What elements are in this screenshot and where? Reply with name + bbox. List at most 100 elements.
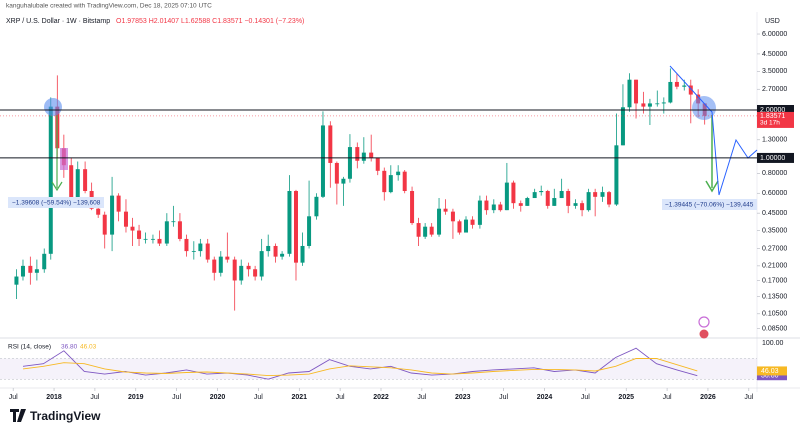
- candle-body: [253, 269, 258, 277]
- candle-body: [259, 251, 264, 277]
- candle-body: [300, 245, 305, 263]
- candle-body: [655, 103, 660, 105]
- author-line: kanguhalubale created with TradingView.c…: [6, 3, 212, 10]
- candle-body: [593, 192, 598, 197]
- candle-body: [314, 196, 319, 217]
- x-tick-label: 2020: [210, 394, 226, 401]
- x-tick-label: Jul: [90, 394, 99, 401]
- candle-body: [232, 259, 237, 281]
- candle-body: [307, 216, 312, 246]
- x-tick-label: 2019: [128, 394, 144, 401]
- rsi-value-box: [757, 371, 787, 381]
- candle-body: [620, 107, 625, 146]
- candle-body: [191, 251, 196, 252]
- y-tick-label: 0.08500: [762, 325, 787, 332]
- event-icon: [699, 329, 709, 339]
- y-tick-label: 0.21000: [762, 263, 787, 270]
- candle-body: [293, 190, 298, 263]
- y-tick-label: 0.60000: [762, 190, 787, 197]
- candle-body: [627, 79, 632, 108]
- candle-body: [614, 145, 619, 205]
- x-tick-label: Jul: [744, 394, 753, 401]
- candle-body: [225, 256, 230, 260]
- candle-body: [369, 152, 374, 158]
- x-tick-label: 2026: [700, 394, 716, 401]
- y-tick-label: 3.50000: [762, 68, 787, 75]
- candle-body: [280, 253, 285, 257]
- rsi-value: 36.80: [61, 344, 78, 351]
- logo-icon: [10, 409, 26, 422]
- x-tick-label: Jul: [254, 394, 263, 401]
- candle-body: [382, 170, 387, 193]
- candle-body: [423, 226, 428, 237]
- candle-body: [157, 238, 162, 244]
- x-tick-label: Jul: [9, 394, 18, 401]
- candle-body: [641, 103, 646, 107]
- measure-box: [8, 197, 104, 208]
- candle-body: [586, 192, 591, 211]
- candle-body: [634, 79, 639, 104]
- candle-body: [661, 102, 666, 104]
- arrow-head: [705, 180, 719, 193]
- level-label-box: [757, 105, 794, 116]
- candle-body: [212, 259, 217, 273]
- x-tick-label: 2023: [455, 394, 471, 401]
- candle-body: [334, 162, 339, 184]
- y-tick-label: 0.17000: [762, 277, 787, 284]
- candle-body: [130, 226, 135, 231]
- candle-body: [402, 171, 407, 191]
- candle-body: [42, 253, 47, 270]
- candle-body: [83, 169, 88, 191]
- rsi-title: RSI (14, close): [8, 344, 51, 351]
- candle-body: [688, 85, 693, 95]
- arrow-head: [51, 181, 63, 192]
- countdown-label: 3d 17h: [760, 120, 780, 127]
- x-tick-label: Jul: [499, 394, 508, 401]
- candle-body: [96, 208, 101, 215]
- candle-body: [205, 243, 210, 260]
- candle-body: [491, 204, 496, 211]
- level-label-box: [757, 152, 794, 163]
- measure-label: −1.39608 (−59.54%) −139,608: [12, 200, 101, 207]
- candle-body: [287, 190, 292, 254]
- candle-body: [573, 203, 578, 206]
- candle-body: [34, 269, 39, 273]
- symbol: XRP / U.S. Dollar · 1W · Bitstamp: [6, 18, 110, 25]
- candle-body: [20, 265, 25, 277]
- candle-body: [375, 157, 380, 171]
- candle-body: [437, 208, 442, 235]
- candle-body: [450, 211, 455, 222]
- measure-box: [662, 199, 757, 210]
- y-tick-label: 0.10500: [762, 311, 787, 318]
- x-tick-label: Jul: [417, 394, 426, 401]
- candle-body: [607, 192, 612, 205]
- candle-body: [682, 85, 687, 87]
- candle-body: [218, 256, 223, 273]
- candle-body: [177, 221, 182, 239]
- x-tick-label: 2018: [46, 394, 62, 401]
- x-tick-label: Jul: [336, 394, 345, 401]
- candle-body: [102, 214, 107, 235]
- circle-marker: [692, 96, 716, 120]
- candle-body: [443, 208, 448, 212]
- y-tick-label: 0.45000: [762, 210, 787, 217]
- x-tick-label: 2021: [291, 394, 307, 401]
- candle-body: [198, 243, 203, 252]
- candle-body: [347, 147, 352, 179]
- rsi-line: [22, 358, 698, 377]
- highlight-box: [60, 148, 68, 170]
- ohlc: O1.97853 H2.01407 L1.62588 C1.83571 −0.1…: [116, 18, 304, 25]
- x-tick-label: Jul: [172, 394, 181, 401]
- level-label: 1.00000: [760, 155, 785, 162]
- rsi-value-box: [757, 366, 787, 376]
- candle-body: [396, 171, 401, 176]
- rsi-tick-label: 100.00: [762, 340, 784, 347]
- candle-body: [484, 200, 489, 211]
- projection-path: [669, 65, 758, 196]
- candle-body: [504, 182, 509, 211]
- candle-body: [600, 192, 605, 197]
- candle-body: [545, 190, 550, 206]
- candle-body: [647, 103, 652, 107]
- candle-body: [123, 211, 128, 227]
